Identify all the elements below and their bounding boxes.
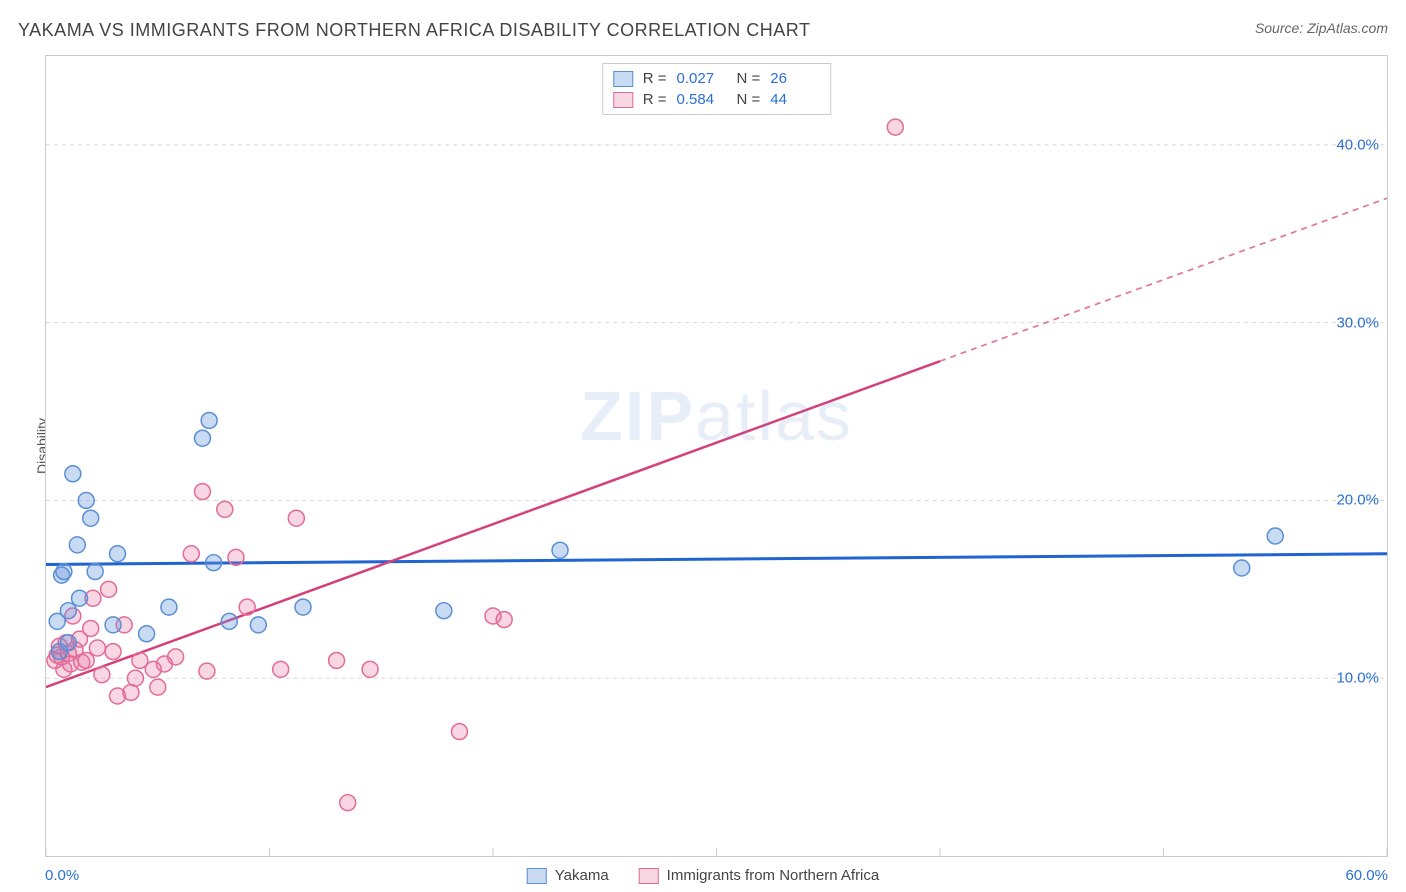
n-label-2: N = [737, 91, 761, 108]
legend-swatch-yakama [527, 868, 547, 884]
x-ticks [46, 848, 1387, 856]
r-value-immigrants: 0.584 [677, 91, 727, 108]
y-tick-label: 40.0% [1336, 136, 1379, 153]
points-yakama [49, 412, 1283, 659]
y-tick-label: 30.0% [1336, 314, 1379, 331]
swatch-immigrants [613, 92, 633, 108]
legend-label-immigrants: Immigrants from Northern Africa [667, 867, 880, 884]
chart-area: ZIPatlas R = 0.027 N = 26 R = 0.584 N = … [45, 55, 1388, 857]
bottom-legend: Yakama Immigrants from Northern Africa [527, 867, 879, 884]
r-value-yakama: 0.027 [677, 70, 727, 87]
y-tick-label: 10.0% [1336, 670, 1379, 687]
source-name: ZipAtlas.com [1307, 20, 1388, 36]
source-credit: Source: ZipAtlas.com [1255, 20, 1388, 36]
points-immigrants [47, 119, 903, 811]
stats-row-yakama: R = 0.027 N = 26 [613, 68, 821, 89]
n-value-immigrants: 44 [770, 91, 820, 108]
x-axis-label-right: 60.0% [1345, 867, 1388, 884]
source-prefix: Source: [1255, 20, 1307, 36]
scatter-plot-svg [46, 56, 1387, 856]
n-label: N = [737, 70, 761, 87]
legend-label-yakama: Yakama [555, 867, 609, 884]
y-tick-label: 20.0% [1336, 492, 1379, 509]
swatch-yakama [613, 71, 633, 87]
gridlines [46, 145, 1387, 678]
header: YAKAMA VS IMMIGRANTS FROM NORTHERN AFRIC… [18, 20, 1388, 50]
r-label-2: R = [643, 91, 667, 108]
chart-title: YAKAMA VS IMMIGRANTS FROM NORTHERN AFRIC… [18, 20, 810, 40]
stats-legend: R = 0.027 N = 26 R = 0.584 N = 44 [602, 63, 832, 115]
legend-swatch-immigrants [639, 868, 659, 884]
legend-item-immigrants: Immigrants from Northern Africa [639, 867, 880, 884]
r-label: R = [643, 70, 667, 87]
stats-row-immigrants: R = 0.584 N = 44 [613, 89, 821, 110]
legend-item-yakama: Yakama [527, 867, 609, 884]
n-value-yakama: 26 [770, 70, 820, 87]
x-axis-label-left: 0.0% [45, 867, 79, 884]
